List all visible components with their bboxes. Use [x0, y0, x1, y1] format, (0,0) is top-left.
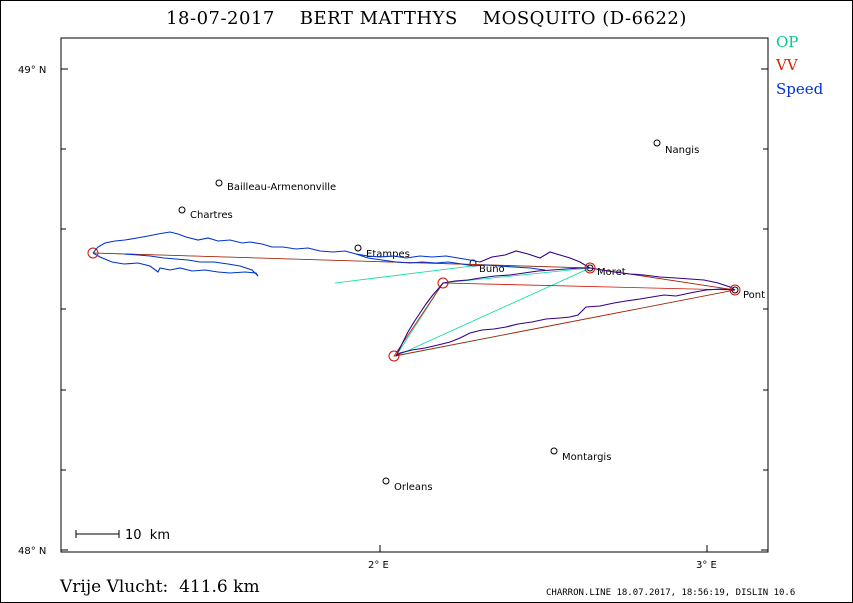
flight-track-dark — [395, 250, 736, 357]
legend-speed: Speed — [776, 80, 823, 98]
legend-speed-label: Speed — [776, 80, 824, 98]
city-chartres-label: Chartres — [190, 210, 233, 221]
city-pont-label: Pont — [743, 290, 765, 301]
city-montargis-marker — [550, 447, 558, 455]
city-nangis-marker — [653, 139, 661, 147]
turnpoint-mid — [437, 277, 449, 289]
city-montargis-label: Montargis — [562, 452, 611, 463]
turnpoint-moret — [584, 262, 596, 274]
turnpoint-pont — [729, 284, 741, 296]
x-label-3e: 3° E — [696, 560, 717, 571]
legend-vv: VV — [776, 56, 798, 74]
left-ticks — [61, 68, 68, 551]
city-orleans-label: Orleans — [394, 482, 433, 493]
city-labels: Nangis Bailleau-Armenonville Chartres Et… — [190, 145, 765, 493]
city-markers — [178, 139, 739, 485]
free-flight-distance: Vrije Vlucht: 411.6 km — [60, 577, 260, 597]
y-label-48: 48° N — [18, 546, 46, 557]
turnpoint-start — [87, 247, 99, 259]
right-ticks — [761, 68, 768, 551]
city-etampes-marker — [354, 244, 362, 252]
legend-vv-label: VV — [776, 56, 798, 74]
y-label-49: 49° N — [18, 65, 46, 76]
scale-bar: 10 km — [75, 528, 170, 543]
turnpoint-markers — [87, 247, 741, 362]
legend-op: OP — [776, 33, 798, 51]
city-nangis-label: Nangis — [665, 145, 699, 156]
scale-bar-label: 10 km — [125, 528, 170, 543]
plot-area — [60, 37, 769, 553]
city-orleans-marker — [382, 477, 390, 485]
program-info: CHARRON.LINE 18.07.2017, 18:56:19, DISLI… — [546, 588, 796, 598]
city-bailleau-label: Bailleau-Armenonville — [227, 182, 336, 193]
city-buno-label: Buno — [479, 264, 505, 275]
turnpoint-south — [388, 350, 400, 362]
vv-path — [92, 252, 736, 357]
map-title: 18-07-2017 BERT MATTHYS MOSQUITO (D-6622… — [166, 8, 687, 29]
flight-track — [92, 231, 546, 277]
bottom-ticks — [379, 545, 708, 552]
legend-op-label: OP — [776, 33, 799, 51]
city-chartres-marker — [178, 206, 186, 214]
op-path — [92, 252, 736, 357]
x-label-2e: 2° E — [368, 560, 389, 571]
city-etampes-label: Etampes — [366, 249, 410, 260]
city-bailleau-marker — [215, 179, 223, 187]
city-moret-label: Moret — [597, 267, 626, 278]
